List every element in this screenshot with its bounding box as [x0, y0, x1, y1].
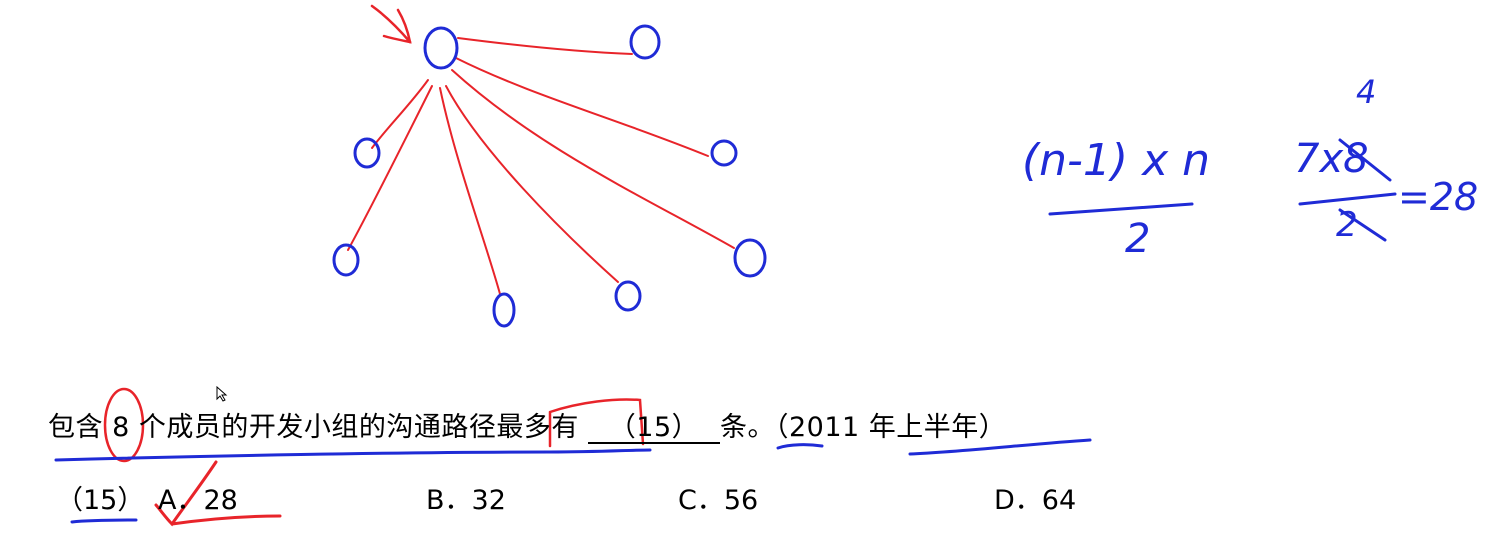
option-letter: D． — [994, 485, 1042, 516]
network-edges — [347, 37, 735, 295]
edge-7 — [451, 69, 735, 249]
edge-6 — [445, 85, 619, 283]
option-letter: C． — [678, 485, 724, 516]
question-text: 包含 8 个成员的开发小组的沟通路径最多有 （15） 条。（2011 年上半年） — [48, 405, 1007, 445]
question-number: 8 — [112, 412, 130, 443]
arrow-pointer-icon — [370, 4, 412, 44]
node-center — [423, 26, 459, 70]
calc-denominator: 2 — [1336, 205, 1358, 245]
option-value: 28 — [203, 485, 238, 516]
question-prefix: 包含 — [48, 412, 103, 443]
edge-2 — [455, 57, 709, 157]
question-source: （2011 年上半年） — [774, 412, 1007, 443]
option-a[interactable]: A．28 — [158, 478, 238, 517]
option-value: 32 — [471, 485, 506, 516]
edge-1 — [457, 37, 633, 55]
circle-mark — [103, 387, 145, 463]
question-suffix: 条。 — [719, 412, 775, 443]
option-c[interactable]: C．56 — [678, 478, 758, 517]
answer-blank: （15） — [587, 413, 720, 445]
node-6 — [614, 280, 642, 312]
edge-3 — [371, 79, 429, 149]
node-4 — [332, 243, 360, 277]
node-1 — [629, 24, 661, 60]
option-letter: B． — [426, 485, 472, 516]
mouse-cursor-icon — [216, 386, 228, 402]
network-nodes — [332, 24, 767, 328]
box-mark — [548, 398, 645, 448]
edge-5 — [439, 87, 501, 295]
node-3 — [353, 137, 381, 169]
option-value: 64 — [1041, 485, 1077, 516]
question-highlight: 最多有 — [496, 412, 579, 443]
formula-handwriting — [1048, 202, 1194, 216]
option-letter: A． — [158, 485, 204, 516]
question-middle: 个成员的开发小组的沟通路径 — [138, 412, 497, 443]
options-label: （15） — [56, 485, 145, 516]
option-b[interactable]: B．32 — [426, 478, 506, 517]
answer-options: （15） A．28 B．32 C．56 D．64 — [56, 478, 1156, 518]
option-d[interactable]: D．64 — [994, 478, 1076, 517]
calc-top: 4 — [1356, 73, 1376, 111]
formula-numerator: (n-1) x n — [1022, 135, 1210, 186]
node-7 — [733, 238, 767, 278]
calc-marks — [1298, 138, 1397, 242]
option-value: 56 — [723, 485, 759, 516]
underline-mark — [54, 448, 652, 462]
formula-denominator: 2 — [1125, 216, 1150, 262]
node-2 — [710, 139, 738, 167]
node-5 — [492, 292, 516, 328]
calc-numerator: 7x8 — [1294, 136, 1369, 182]
calc-result: =28 — [1398, 175, 1478, 219]
edge-4 — [347, 85, 433, 251]
question-annotations — [54, 387, 1092, 527]
